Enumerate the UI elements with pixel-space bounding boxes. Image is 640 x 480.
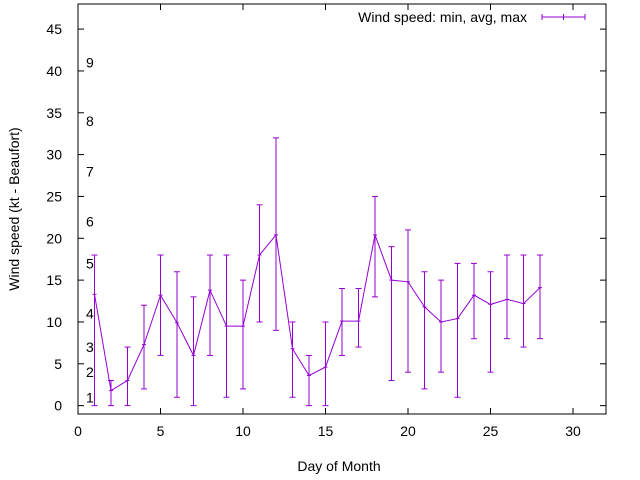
y-tick-label: 15	[46, 272, 62, 288]
beaufort-label: 3	[86, 339, 94, 355]
x-tick-label: 15	[318, 423, 334, 439]
beaufort-label: 5	[86, 255, 94, 271]
beaufort-label: 1	[86, 389, 94, 405]
y-tick-label: 45	[46, 21, 62, 37]
y-tick-label: 20	[46, 230, 62, 246]
y-tick-label: 10	[46, 314, 62, 330]
series-line	[94, 233, 541, 392]
x-tick-label: 5	[157, 423, 165, 439]
legend: Wind speed: min, avg, max	[358, 9, 586, 25]
x-axis-label: Day of Month	[297, 458, 380, 474]
series-layer	[91, 137, 543, 407]
legend-label: Wind speed: min, avg, max	[358, 9, 527, 25]
y-axis-label: Wind speed (kt - Beaufort)	[6, 127, 22, 290]
beaufort-label: 6	[86, 214, 94, 230]
x-tick-label: 10	[235, 423, 251, 439]
y-tick-label: 25	[46, 188, 62, 204]
y-tick-label: 5	[54, 356, 62, 372]
y-tick-label: 40	[46, 63, 62, 79]
y-tick-label: 35	[46, 105, 62, 121]
x-tick-label: 30	[565, 423, 581, 439]
beaufort-label: 9	[86, 55, 94, 71]
y-tick-label: 30	[46, 147, 62, 163]
x-tick-label: 0	[74, 423, 82, 439]
beaufort-label: 4	[86, 306, 94, 322]
beaufort-label: 2	[86, 364, 94, 380]
beaufort-label: 7	[86, 163, 94, 179]
x-tick-label: 25	[483, 423, 499, 439]
y-tick-label: 0	[54, 398, 62, 414]
plot-frame	[77, 3, 607, 415]
beaufort-labels: 1 2 3 4 5 6 7 8 9	[86, 55, 94, 406]
x-tick-label: 20	[400, 423, 416, 439]
beaufort-label: 8	[86, 113, 94, 129]
